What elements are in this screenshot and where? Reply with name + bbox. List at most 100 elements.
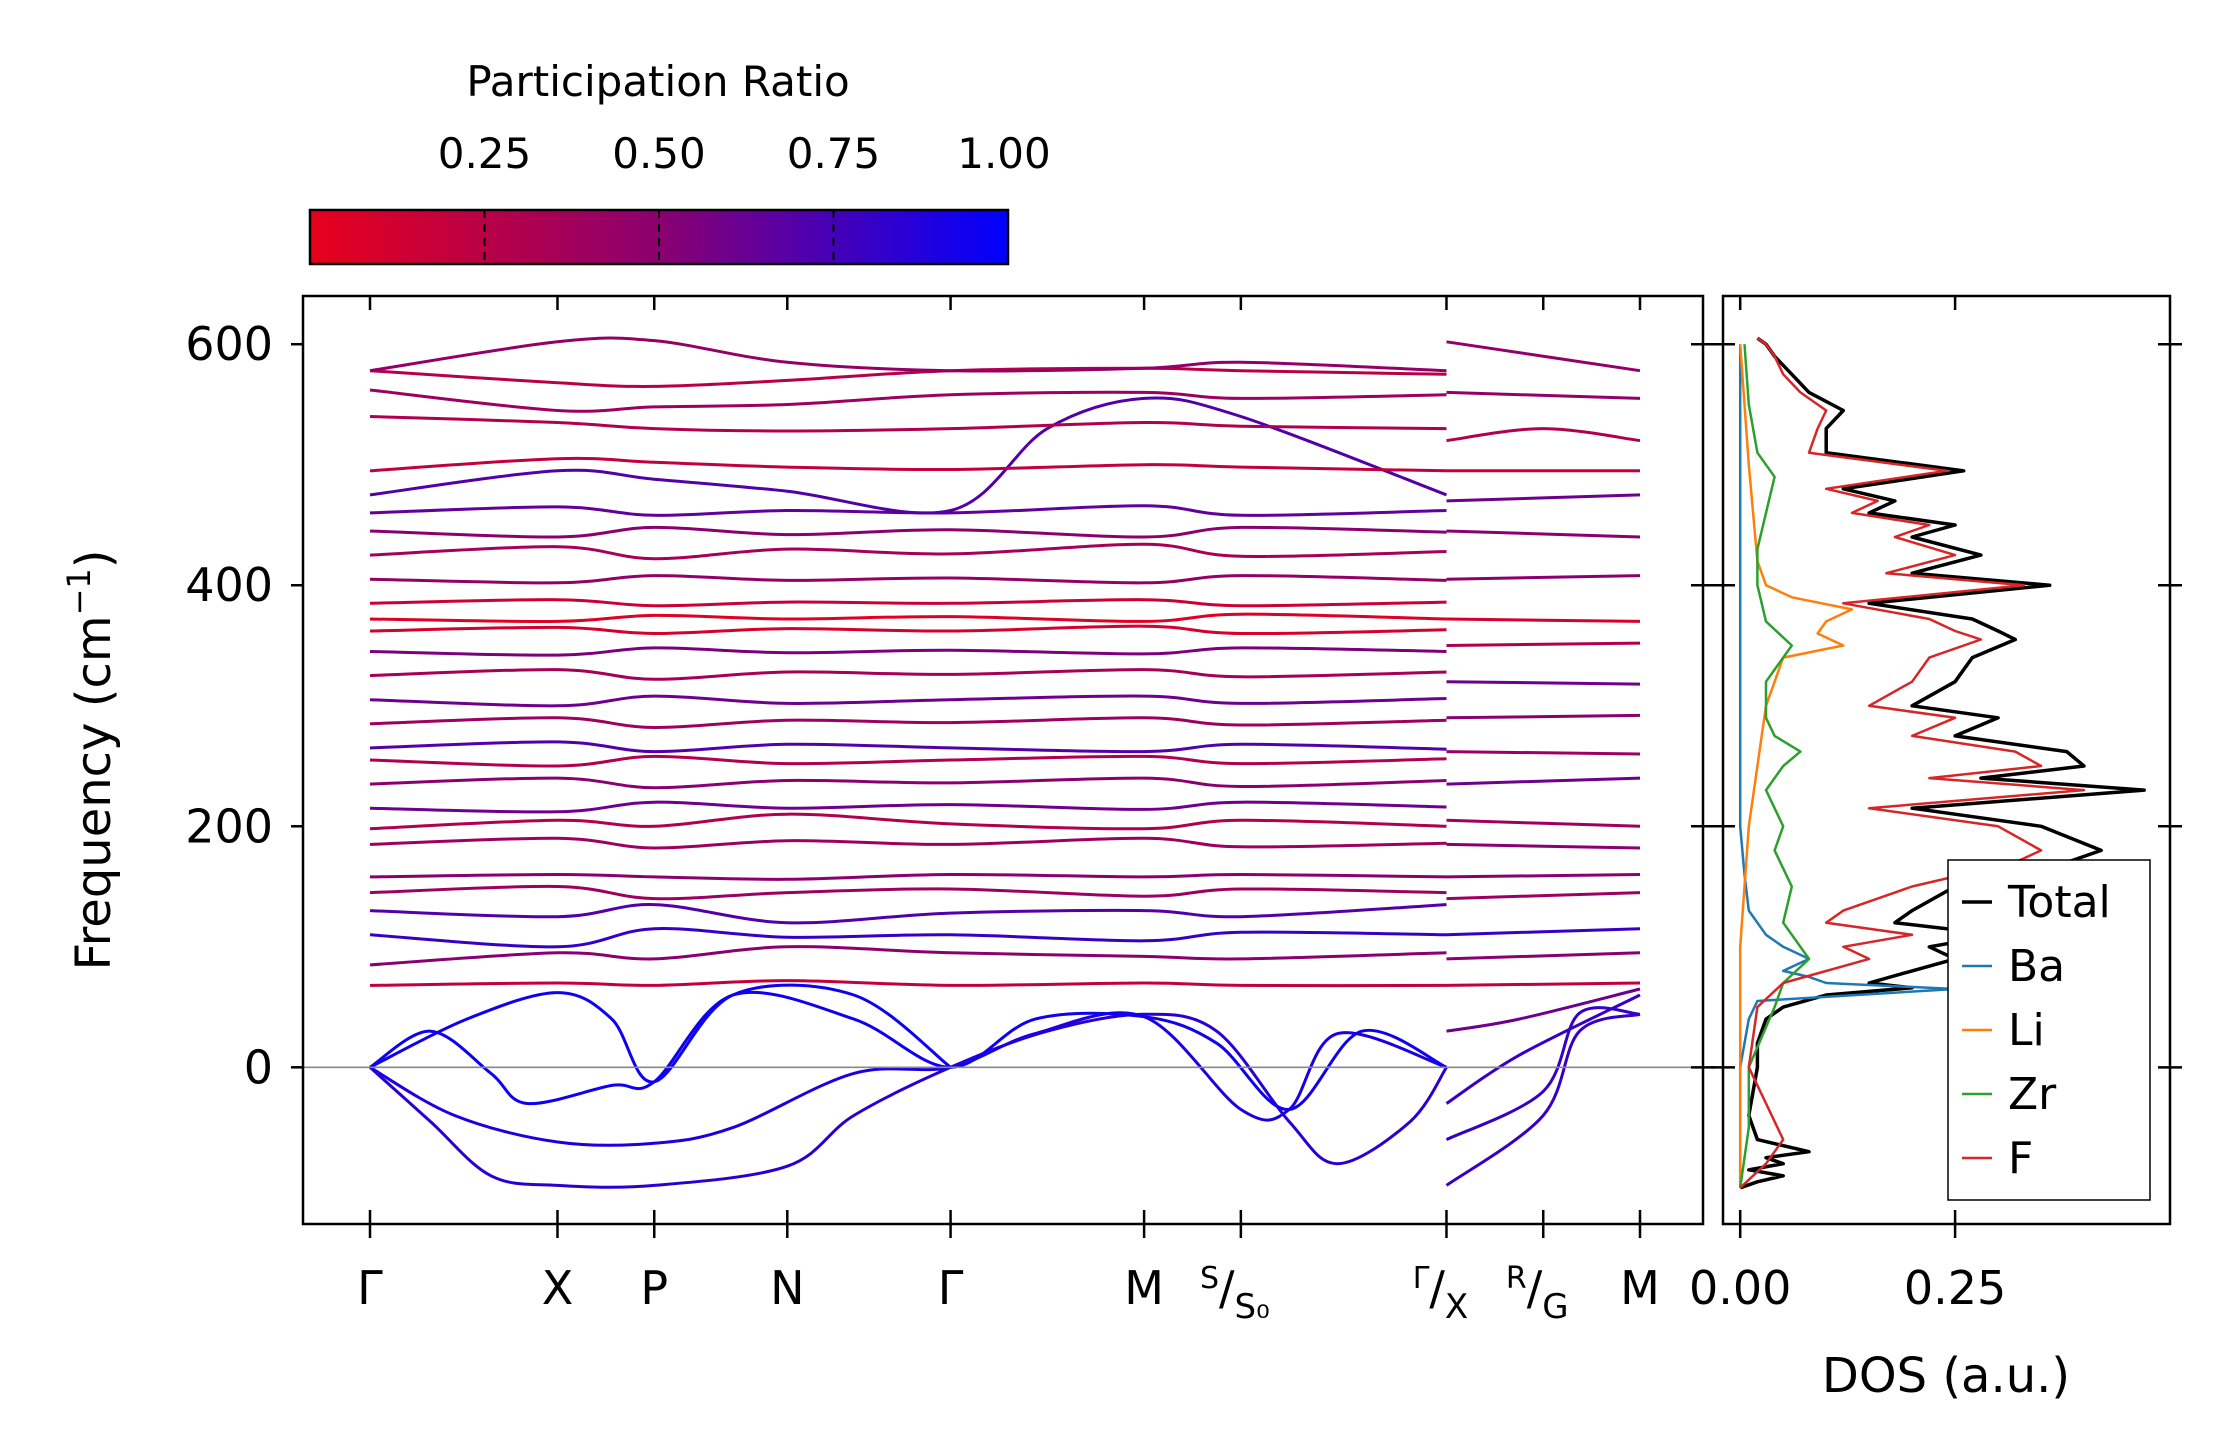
- x-tick-label: Γ/X: [1413, 1261, 1469, 1327]
- x-tick-label-sub: G: [1542, 1287, 1568, 1327]
- band-line: [369, 388, 1447, 413]
- band-line: [369, 694, 1447, 708]
- band-line: [369, 366, 1447, 388]
- dos-lines: [1738, 336, 2146, 1190]
- y-axis-label-close: ): [66, 549, 122, 568]
- legend-label-li: Li: [2008, 1005, 2045, 1056]
- colorbar-tick-label: 1.00: [957, 129, 1051, 178]
- band-line: [369, 525, 1447, 539]
- band-line: [369, 776, 1447, 790]
- band-line: [369, 979, 1447, 988]
- band-line: [369, 990, 1448, 1112]
- x-tick-label: N: [770, 1261, 804, 1315]
- band-line: [369, 716, 1447, 730]
- band-line: [1446, 818, 1641, 828]
- colorbar-tick-label: 0.50: [612, 129, 706, 178]
- dos-x-ticks: 0.00 0.25: [1689, 296, 2006, 1315]
- colorbar-tick-labels: 0.25 0.50 0.75 1.00: [438, 129, 1051, 178]
- dos-x-tick-label: 0.25: [1904, 1261, 2006, 1315]
- x-tick-label-sup: R: [1506, 1261, 1527, 1296]
- colorbar-tick-label: 0.25: [438, 129, 532, 178]
- band-line: [1446, 493, 1641, 503]
- band-line: [1446, 680, 1641, 686]
- band-line: [1445, 993, 1641, 1105]
- dos-line-ba: [1738, 344, 1957, 1188]
- x-tick-label-sup: Γ: [1413, 1261, 1430, 1296]
- band-line: [1446, 891, 1641, 901]
- band-line: [1446, 574, 1641, 581]
- x-tick-label-slash: /: [1527, 1261, 1543, 1315]
- band-line: [1445, 1012, 1641, 1187]
- y-tick-label: 200: [185, 799, 273, 853]
- dos-x-tick-label: 0.00: [1689, 1261, 1791, 1315]
- band-line: [369, 740, 1447, 754]
- band-line: [369, 812, 1447, 831]
- y-tick-label: 0: [244, 1040, 273, 1094]
- band-line: [1446, 713, 1641, 720]
- x-tick-label: Γ: [938, 1261, 964, 1315]
- band-line: [369, 415, 1447, 433]
- x-tick-label-sub: S₀: [1235, 1287, 1270, 1327]
- legend-label-ba: Ba: [2008, 941, 2065, 992]
- main-y-ticks: 0 200 400 600: [185, 317, 1715, 1094]
- y-axis-label: Frequency (cm−1): [60, 549, 122, 970]
- band-line: [369, 542, 1447, 561]
- dos-line-f: [1739, 337, 2086, 1189]
- band-line: [369, 598, 1447, 608]
- band-line: [1446, 776, 1641, 786]
- band-line: [1446, 750, 1641, 756]
- x-tick-label-sup: S: [1200, 1261, 1219, 1296]
- legend-label-total: Total: [2007, 877, 2111, 928]
- colorbar: Participation Ratio 0.25 0.50 0.75 1.00: [308, 57, 1051, 266]
- dos-y-ticks: [1711, 342, 2182, 1069]
- x-tick-label-slash: /: [1429, 1261, 1445, 1315]
- y-tick-label: 600: [185, 317, 273, 371]
- colorbar-ticks: [483, 210, 835, 264]
- x-tick-label-sub: X: [1445, 1287, 1468, 1327]
- band-line: [1446, 529, 1641, 539]
- y-axis-label-sup: −1: [60, 568, 98, 615]
- band-line: [369, 903, 1447, 925]
- dos-x-axis-label: DOS (a.u.): [1822, 1348, 2070, 1404]
- band-line: [369, 872, 1447, 881]
- band-line: [1446, 842, 1641, 850]
- band-line: [369, 983, 952, 1084]
- band-line: [369, 612, 1447, 623]
- legend-label-zr: Zr: [2008, 1069, 2057, 1120]
- x-tick-label: S/S₀: [1200, 1261, 1270, 1327]
- dos-panel: 0.00 0.25 DOS (a.u.) Total Ba Li Zr F: [1689, 294, 2182, 1404]
- y-axis-label-main: Frequency (cm: [66, 615, 122, 970]
- band-line: [1446, 987, 1641, 1033]
- band-line: [369, 668, 1447, 681]
- band-line: [1446, 427, 1641, 443]
- band-line: [368, 1012, 1448, 1189]
- band-line: [369, 945, 1447, 967]
- band-line: [1446, 340, 1641, 373]
- dos-axes-frame: [1721, 294, 2172, 1226]
- band-line: [369, 336, 1447, 373]
- band-line: [1446, 641, 1641, 647]
- x-tick-label: P: [640, 1261, 668, 1315]
- colorbar-title: Participation Ratio: [466, 57, 849, 106]
- main-x-ticks: Γ X P N Γ M S/S₀Γ/XR/G M: [357, 296, 1660, 1327]
- band-line: [1446, 927, 1641, 937]
- x-tick-label: M: [1620, 1261, 1660, 1315]
- band-line: [1446, 617, 1641, 623]
- band-line: [369, 504, 1447, 517]
- x-tick-label: M: [1124, 1261, 1164, 1315]
- band-line: [369, 1011, 1447, 1147]
- band-line: [369, 754, 1447, 768]
- band-line: [1446, 390, 1641, 400]
- y-tick-label: 400: [185, 558, 273, 612]
- band-line: [1446, 981, 1641, 987]
- band-line: [369, 396, 1448, 515]
- band-line: [369, 646, 1447, 657]
- band-line: [369, 927, 1447, 949]
- x-tick-label-slash: /: [1219, 1261, 1235, 1315]
- x-tick-label: R/G: [1506, 1261, 1569, 1327]
- band-line: [1445, 1006, 1641, 1141]
- x-tick-label: X: [542, 1261, 574, 1315]
- main-axes-frame: [301, 294, 1705, 1226]
